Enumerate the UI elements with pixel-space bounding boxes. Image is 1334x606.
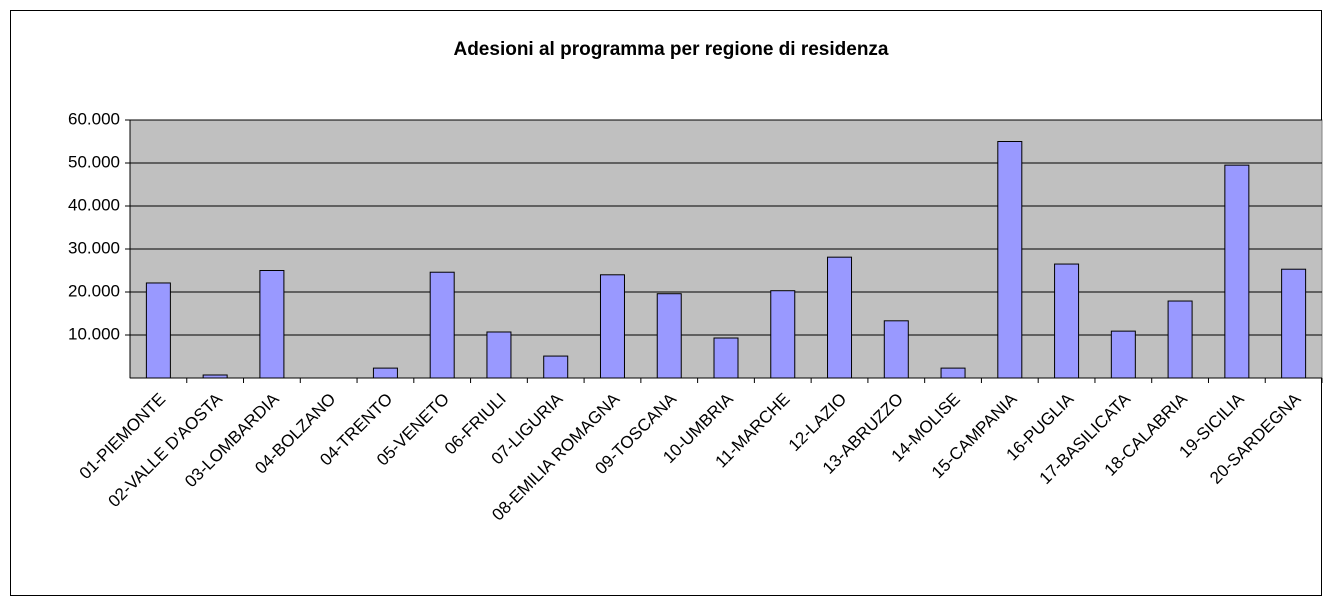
y-tick-label: 20.000: [68, 281, 120, 300]
y-tick-label: 30.000: [68, 238, 120, 257]
bar: [543, 355, 569, 379]
bar: [1167, 300, 1193, 379]
bar: [656, 293, 682, 379]
bar: [202, 374, 228, 379]
chart-title: Adesioni al programma per regione di res…: [453, 39, 888, 60]
bar: [599, 274, 625, 379]
bar: [770, 290, 796, 379]
bar: [883, 320, 909, 379]
y-tick-label: 60.000: [68, 109, 120, 128]
y-tick-label: 10.000: [68, 324, 120, 343]
bar: [1281, 268, 1307, 379]
bar: [259, 270, 285, 379]
bar: [1224, 164, 1250, 379]
bar: [713, 337, 739, 379]
bar: [1110, 330, 1136, 379]
y-tick-label: 50.000: [68, 152, 120, 171]
bar: [1054, 263, 1080, 379]
bar: [372, 367, 398, 379]
bar: [486, 331, 512, 379]
bar: [940, 367, 966, 379]
bar: [429, 271, 455, 379]
bar: [827, 256, 853, 379]
bar: [997, 141, 1023, 379]
bar: [145, 282, 171, 379]
y-tick-label: 40.000: [68, 195, 120, 214]
